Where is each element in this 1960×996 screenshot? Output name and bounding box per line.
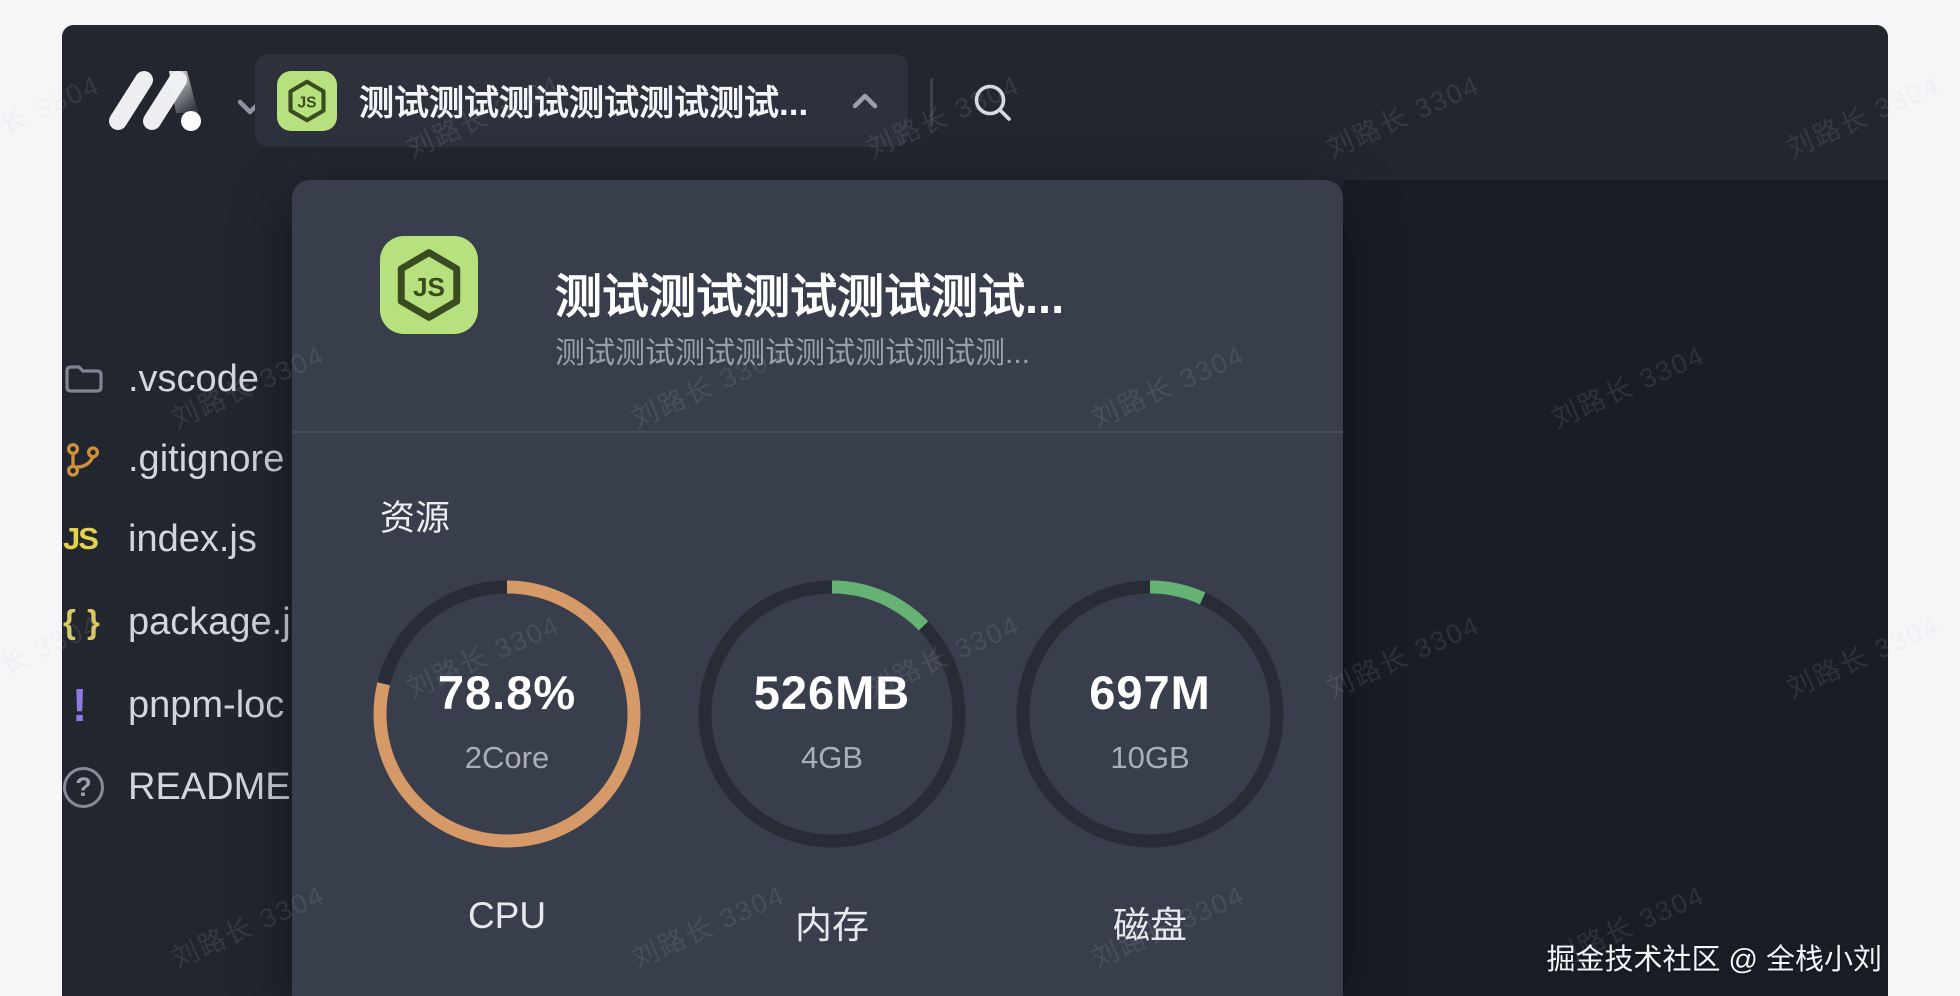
file-row-readme[interactable]: ? README. <box>62 747 462 827</box>
nodejs-app-icon <box>380 236 478 334</box>
exclamation-icon: ! <box>72 679 88 731</box>
marscode-logo-icon <box>109 71 201 131</box>
disk-gauge-label: 磁盘 <box>1113 905 1187 946</box>
project-selector-button[interactable]: 测试测试测试测试测试测试... <box>255 54 908 147</box>
cpu-gauge-label: CPU <box>467 895 547 936</box>
file-row-gitignore[interactable]: .gitignore <box>62 419 462 499</box>
project-title: 测试测试测试测试测试... <box>555 270 1065 323</box>
cpu-gauge: 78.8% 2Core <box>373 580 641 848</box>
credit-watermark: 掘金技术社区 @ 全栈小刘 <box>1546 944 1882 976</box>
question-icon: ? <box>63 766 104 808</box>
file-name: .vscode <box>128 357 259 400</box>
editor-background <box>1343 180 1888 996</box>
file-row-package[interactable]: { } package.j <box>62 582 462 662</box>
chevron-up-icon <box>852 93 878 109</box>
project-popup: 测试测试测试测试测试... 测试测试测试测试测试测试测试测... 资源 78.8… <box>292 180 1343 996</box>
cpu-usage-value: 78.8% <box>437 666 577 719</box>
file-row-vscode[interactable]: .vscode <box>62 339 462 419</box>
project-selector-label: 测试测试测试测试测试测试... <box>359 84 809 123</box>
disk-capacity: 10GB <box>1110 740 1190 775</box>
file-name: .gitignore <box>128 437 285 480</box>
nodejs-project-icon <box>277 70 337 131</box>
file-name: package.j <box>128 600 291 643</box>
file-name: index.js <box>128 517 257 560</box>
popup-divider <box>292 431 1343 433</box>
folder-icon <box>62 362 128 396</box>
js-icon: JS <box>63 521 99 556</box>
file-name: README. <box>128 765 302 808</box>
search-icon[interactable] <box>970 80 1016 126</box>
file-name: pnpm-loc <box>128 683 285 726</box>
memory-gauge: 526MB 4GB <box>698 580 966 848</box>
toolbar-divider <box>930 78 933 126</box>
memory-gauge-label: 内存 <box>795 905 869 946</box>
top-bar: 测试测试测试测试测试测试... <box>62 25 1888 180</box>
disk-gauge: 697M 10GB <box>1016 580 1284 848</box>
memory-capacity: 4GB <box>800 740 864 775</box>
braces-icon: { } <box>63 603 101 640</box>
cpu-capacity: 2Core <box>464 740 550 775</box>
memory-usage-value: 526MB <box>753 666 911 719</box>
git-branch-icon <box>62 439 128 479</box>
resources-section-label: 资源 <box>380 499 451 538</box>
disk-usage-value: 697M <box>1089 666 1211 719</box>
file-explorer: .vscode .gitignore JS index.js <box>62 180 1343 996</box>
file-row-pnpmlock[interactable]: ! pnpm-loc <box>62 665 462 745</box>
project-subtitle: 测试测试测试测试测试测试测试测... <box>555 337 1031 370</box>
file-row-indexjs[interactable]: JS index.js <box>62 499 462 579</box>
